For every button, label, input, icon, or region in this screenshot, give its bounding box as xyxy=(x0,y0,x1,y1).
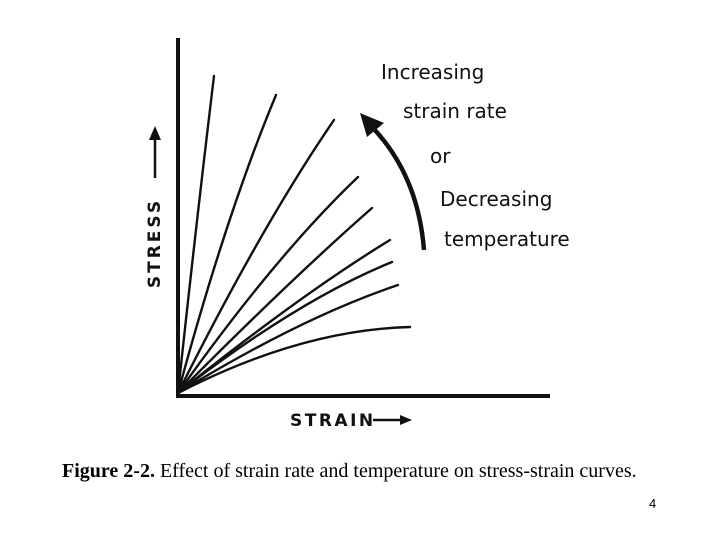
annotation-line-3: or xyxy=(430,144,451,168)
curve-2 xyxy=(176,93,278,395)
curve-4 xyxy=(176,175,360,395)
annotation-line-1: Increasing xyxy=(381,60,484,84)
curve-9 xyxy=(176,325,412,395)
curve-7 xyxy=(176,260,394,395)
curves xyxy=(176,74,412,395)
caption-text: Effect of strain rate and temperature on… xyxy=(154,460,637,482)
annotation-line-2: strain rate xyxy=(403,99,507,123)
x-axis-arrowhead xyxy=(400,415,412,425)
curve-8 xyxy=(176,283,400,395)
x-axis-label: STRAIN xyxy=(290,411,376,431)
annotation-line-4: Decreasing xyxy=(440,187,552,211)
annotation-line-5: temperature xyxy=(444,227,570,251)
caption-label: Figure 2-2. xyxy=(62,460,155,482)
y-axis-label: STRESS xyxy=(145,198,165,288)
trend-arrow xyxy=(370,125,427,251)
trend-arrowhead xyxy=(360,113,384,137)
curve-1 xyxy=(176,74,216,395)
figure-caption: Figure 2-2. Effect of strain rate and te… xyxy=(62,457,642,486)
curve-5 xyxy=(176,206,374,395)
page-number: 4 xyxy=(649,496,657,511)
y-axis-arrowhead xyxy=(149,126,161,140)
curve-3 xyxy=(176,118,336,395)
